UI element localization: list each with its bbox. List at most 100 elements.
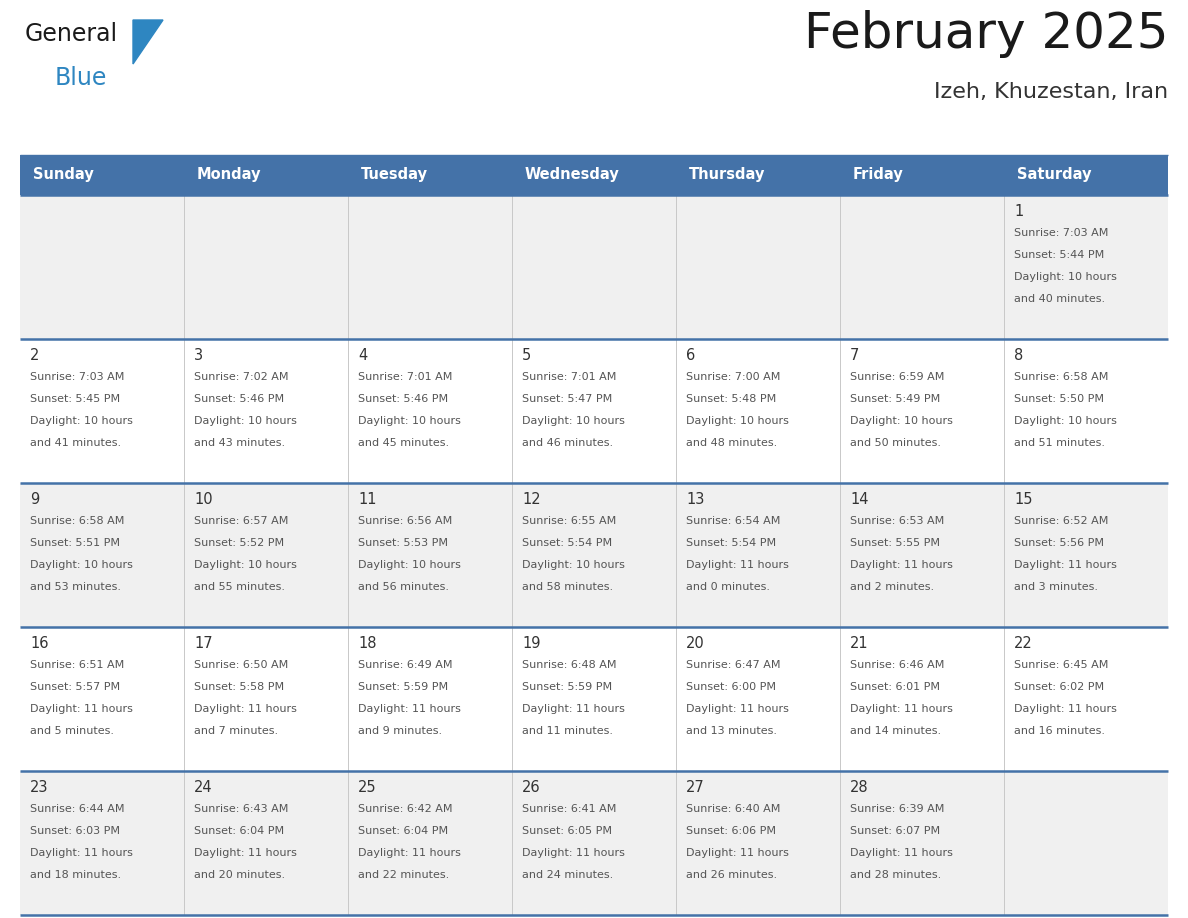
FancyBboxPatch shape — [676, 155, 840, 195]
FancyBboxPatch shape — [20, 155, 184, 195]
Text: Tuesday: Tuesday — [361, 167, 428, 183]
Text: Sunset: 5:44 PM: Sunset: 5:44 PM — [1015, 250, 1105, 260]
Text: Blue: Blue — [55, 66, 107, 90]
Text: Sunset: 6:07 PM: Sunset: 6:07 PM — [849, 826, 940, 836]
Text: Sunset: 6:04 PM: Sunset: 6:04 PM — [358, 826, 448, 836]
FancyBboxPatch shape — [20, 339, 1168, 483]
Text: and 58 minutes.: and 58 minutes. — [522, 582, 613, 592]
Text: Wednesday: Wednesday — [525, 167, 620, 183]
Text: and 20 minutes.: and 20 minutes. — [194, 870, 285, 880]
Text: Sunrise: 6:48 AM: Sunrise: 6:48 AM — [522, 660, 617, 670]
Text: Sunset: 5:59 PM: Sunset: 5:59 PM — [358, 682, 448, 692]
Text: Daylight: 11 hours: Daylight: 11 hours — [30, 848, 133, 858]
Text: Sunset: 5:56 PM: Sunset: 5:56 PM — [1015, 538, 1104, 548]
Text: Sunrise: 7:03 AM: Sunrise: 7:03 AM — [1015, 228, 1108, 238]
Text: Daylight: 11 hours: Daylight: 11 hours — [1015, 704, 1117, 714]
Text: Sunrise: 6:56 AM: Sunrise: 6:56 AM — [358, 516, 453, 526]
Text: Daylight: 10 hours: Daylight: 10 hours — [1015, 272, 1117, 282]
Text: 28: 28 — [849, 780, 868, 795]
Text: Daylight: 11 hours: Daylight: 11 hours — [849, 848, 953, 858]
Text: Daylight: 10 hours: Daylight: 10 hours — [30, 416, 133, 426]
Text: General: General — [25, 22, 118, 46]
Text: and 3 minutes.: and 3 minutes. — [1015, 582, 1098, 592]
Text: Sunrise: 7:03 AM: Sunrise: 7:03 AM — [30, 372, 125, 382]
Text: Sunset: 5:49 PM: Sunset: 5:49 PM — [849, 394, 940, 404]
Text: 12: 12 — [522, 492, 541, 507]
Text: Sunrise: 6:51 AM: Sunrise: 6:51 AM — [30, 660, 125, 670]
Text: Sunrise: 6:45 AM: Sunrise: 6:45 AM — [1015, 660, 1108, 670]
Text: Sunset: 5:46 PM: Sunset: 5:46 PM — [358, 394, 448, 404]
Text: 6: 6 — [685, 348, 695, 363]
Text: Sunset: 5:50 PM: Sunset: 5:50 PM — [1015, 394, 1104, 404]
Text: and 11 minutes.: and 11 minutes. — [522, 726, 613, 736]
Text: and 56 minutes.: and 56 minutes. — [358, 582, 449, 592]
Text: Sunset: 5:51 PM: Sunset: 5:51 PM — [30, 538, 120, 548]
Text: Sunset: 5:59 PM: Sunset: 5:59 PM — [522, 682, 612, 692]
Text: and 50 minutes.: and 50 minutes. — [849, 438, 941, 448]
FancyBboxPatch shape — [348, 155, 512, 195]
FancyBboxPatch shape — [184, 155, 348, 195]
Text: Daylight: 11 hours: Daylight: 11 hours — [1015, 560, 1117, 570]
Text: 2: 2 — [30, 348, 39, 363]
Text: and 53 minutes.: and 53 minutes. — [30, 582, 121, 592]
Text: Daylight: 10 hours: Daylight: 10 hours — [30, 560, 133, 570]
Text: Sunrise: 6:41 AM: Sunrise: 6:41 AM — [522, 804, 617, 814]
Text: Daylight: 10 hours: Daylight: 10 hours — [358, 560, 461, 570]
Text: Daylight: 11 hours: Daylight: 11 hours — [685, 848, 789, 858]
Text: Sunrise: 7:00 AM: Sunrise: 7:00 AM — [685, 372, 781, 382]
Text: and 55 minutes.: and 55 minutes. — [194, 582, 285, 592]
Text: Sunrise: 6:57 AM: Sunrise: 6:57 AM — [194, 516, 289, 526]
Text: 25: 25 — [358, 780, 377, 795]
Text: Daylight: 11 hours: Daylight: 11 hours — [358, 848, 461, 858]
Text: Daylight: 11 hours: Daylight: 11 hours — [522, 704, 625, 714]
Text: and 2 minutes.: and 2 minutes. — [849, 582, 934, 592]
Text: and 0 minutes.: and 0 minutes. — [685, 582, 770, 592]
Text: Daylight: 10 hours: Daylight: 10 hours — [194, 416, 297, 426]
Text: 16: 16 — [30, 636, 49, 651]
Text: Sunrise: 6:54 AM: Sunrise: 6:54 AM — [685, 516, 781, 526]
Text: and 13 minutes.: and 13 minutes. — [685, 726, 777, 736]
Text: 9: 9 — [30, 492, 39, 507]
Text: 26: 26 — [522, 780, 541, 795]
Text: Daylight: 11 hours: Daylight: 11 hours — [685, 704, 789, 714]
FancyBboxPatch shape — [840, 155, 1004, 195]
Text: 17: 17 — [194, 636, 213, 651]
Text: 10: 10 — [194, 492, 213, 507]
Text: and 46 minutes.: and 46 minutes. — [522, 438, 613, 448]
Text: Sunset: 5:53 PM: Sunset: 5:53 PM — [358, 538, 448, 548]
FancyBboxPatch shape — [20, 627, 1168, 771]
Text: Sunrise: 6:39 AM: Sunrise: 6:39 AM — [849, 804, 944, 814]
Text: 23: 23 — [30, 780, 49, 795]
Text: Sunset: 6:05 PM: Sunset: 6:05 PM — [522, 826, 612, 836]
Text: 5: 5 — [522, 348, 531, 363]
Text: Sunrise: 6:44 AM: Sunrise: 6:44 AM — [30, 804, 125, 814]
Text: and 22 minutes.: and 22 minutes. — [358, 870, 449, 880]
Text: Sunrise: 6:59 AM: Sunrise: 6:59 AM — [849, 372, 944, 382]
FancyBboxPatch shape — [20, 195, 1168, 339]
Text: 1: 1 — [1015, 204, 1023, 219]
Text: Sunset: 5:48 PM: Sunset: 5:48 PM — [685, 394, 776, 404]
Text: and 51 minutes.: and 51 minutes. — [1015, 438, 1105, 448]
FancyBboxPatch shape — [512, 155, 676, 195]
FancyBboxPatch shape — [20, 771, 1168, 915]
Text: Sunset: 5:46 PM: Sunset: 5:46 PM — [194, 394, 284, 404]
Text: and 14 minutes.: and 14 minutes. — [849, 726, 941, 736]
Text: 18: 18 — [358, 636, 377, 651]
Text: Sunrise: 6:42 AM: Sunrise: 6:42 AM — [358, 804, 453, 814]
Text: Sunrise: 6:40 AM: Sunrise: 6:40 AM — [685, 804, 781, 814]
Text: Izeh, Khuzestan, Iran: Izeh, Khuzestan, Iran — [934, 82, 1168, 102]
Text: and 9 minutes.: and 9 minutes. — [358, 726, 442, 736]
Text: and 18 minutes.: and 18 minutes. — [30, 870, 121, 880]
Text: 4: 4 — [358, 348, 367, 363]
Text: Daylight: 11 hours: Daylight: 11 hours — [522, 848, 625, 858]
Text: 8: 8 — [1015, 348, 1023, 363]
Text: 22: 22 — [1015, 636, 1032, 651]
Text: 14: 14 — [849, 492, 868, 507]
Text: and 5 minutes.: and 5 minutes. — [30, 726, 114, 736]
Text: and 45 minutes.: and 45 minutes. — [358, 438, 449, 448]
Text: and 43 minutes.: and 43 minutes. — [194, 438, 285, 448]
Text: Friday: Friday — [853, 167, 904, 183]
Text: 21: 21 — [849, 636, 868, 651]
Text: Sunrise: 6:43 AM: Sunrise: 6:43 AM — [194, 804, 289, 814]
Text: Daylight: 10 hours: Daylight: 10 hours — [849, 416, 953, 426]
